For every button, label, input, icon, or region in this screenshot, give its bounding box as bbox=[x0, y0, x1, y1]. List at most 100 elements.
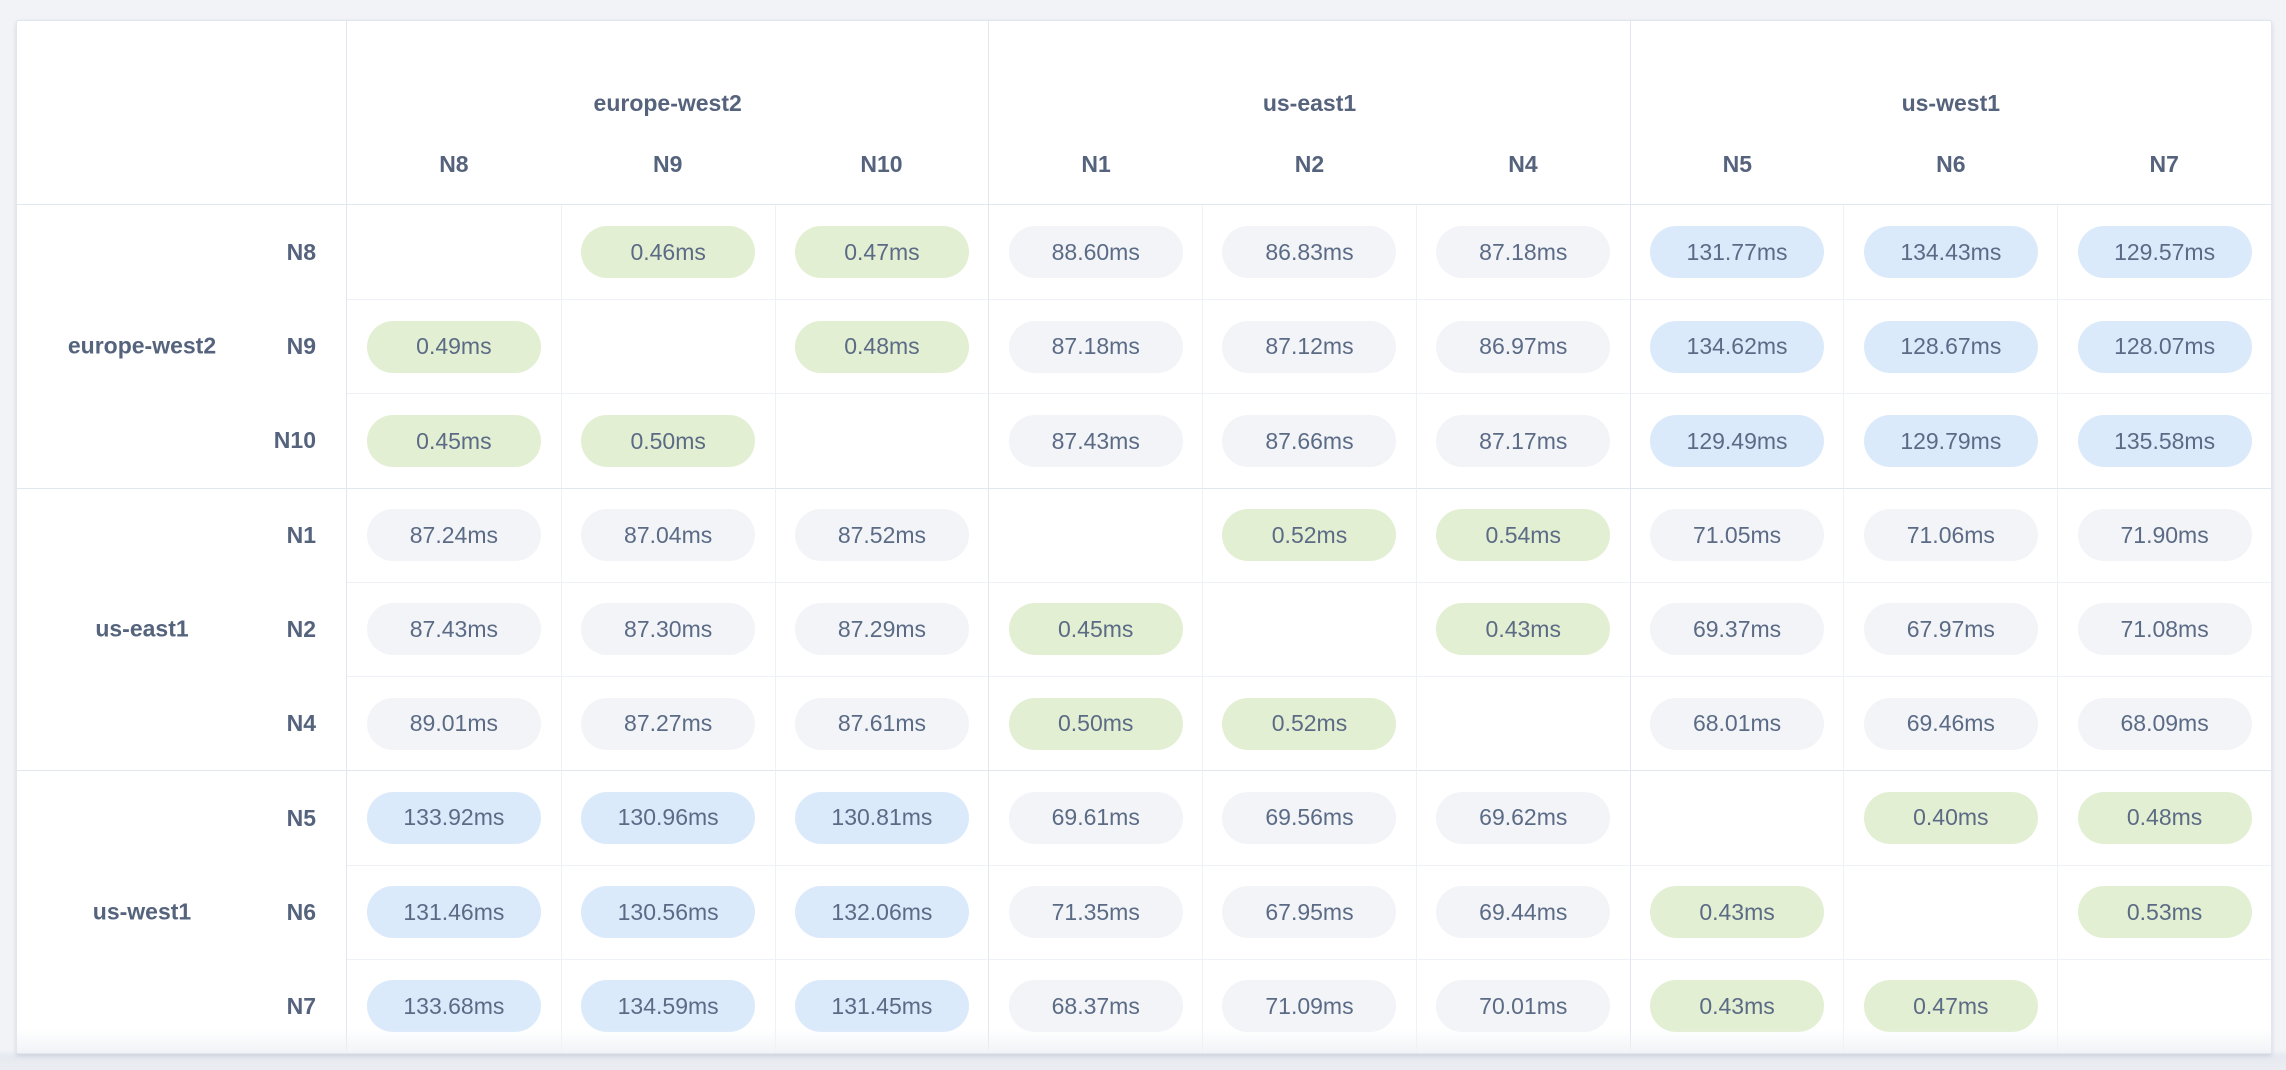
latency-cell-N9-N10: 0.48ms bbox=[774, 299, 989, 394]
latency-pill: 87.27ms bbox=[581, 697, 756, 750]
latency-cell-N4-N9: 87.27ms bbox=[560, 676, 775, 771]
latency-cell-N1-N8: 87.24ms bbox=[347, 487, 561, 582]
latency-pill: 0.45ms bbox=[1008, 603, 1183, 656]
row-region-label: us-west1 bbox=[92, 898, 192, 925]
latency-cell-N7-N8: 133.68ms bbox=[347, 958, 561, 1053]
latency-cell-N8-N9: 0.46ms bbox=[560, 205, 775, 300]
latency-cell-N8-N7: 129.57ms bbox=[2057, 205, 2271, 300]
latency-pill: 87.52ms bbox=[794, 509, 969, 562]
latency-cell-N5-N8: 133.92ms bbox=[347, 770, 561, 864]
latency-cell-N5-N1: 69.61ms bbox=[988, 770, 1203, 865]
latency-pill: 87.61ms bbox=[794, 697, 969, 750]
latency-cell-N7-N4: 70.01ms bbox=[1415, 958, 1630, 1053]
latency-pill: 69.56ms bbox=[1222, 791, 1397, 844]
latency-cell-N1-N6: 71.06ms bbox=[1843, 487, 2058, 582]
row-node-label-N4: N4 bbox=[286, 709, 316, 736]
latency-pill: 129.57ms bbox=[2077, 226, 2252, 279]
latency-cell-N8-N5: 131.77ms bbox=[1629, 205, 1844, 300]
latency-pill: 69.44ms bbox=[1436, 886, 1611, 939]
column-region-label: europe-west2 bbox=[593, 90, 742, 116]
latency-cell-N6-N9: 130.56ms bbox=[560, 864, 775, 959]
latency-cell-N7-N10: 131.45ms bbox=[774, 958, 989, 1053]
latency-pill: 71.90ms bbox=[2077, 509, 2252, 562]
row-node-label-N2: N2 bbox=[286, 615, 316, 642]
column-region-label: us-east1 bbox=[1262, 90, 1357, 116]
latency-pill: 129.49ms bbox=[1650, 415, 1825, 468]
latency-pill: 88.60ms bbox=[1008, 226, 1183, 279]
latency-pill: 0.40ms bbox=[1863, 791, 2038, 844]
latency-matrix-table: europe-west2 N8 N9 N10 us-east1 N1 N2 N4 us-west… bbox=[16, 20, 2272, 1054]
latency-pill: 0.50ms bbox=[1008, 697, 1183, 750]
latency-cell-N5-N4: 69.62ms bbox=[1415, 770, 1630, 865]
latency-cell-N9-N9 bbox=[560, 299, 775, 394]
latency-pill: 71.08ms bbox=[2077, 603, 2252, 656]
column-region-label: us-west1 bbox=[1901, 90, 2001, 116]
column-node-label-N4: N4 bbox=[1508, 151, 1538, 177]
latency-cell-N7-N1: 68.37ms bbox=[988, 958, 1203, 1053]
latency-cell-N5-N6: 0.40ms bbox=[1843, 770, 2058, 865]
latency-pill: 87.66ms bbox=[1222, 415, 1397, 468]
latency-cell-N2-N2 bbox=[1202, 581, 1416, 677]
latency-pill: 86.97ms bbox=[1436, 320, 1611, 373]
latency-pill: 134.59ms bbox=[581, 980, 756, 1033]
latency-pill: 0.46ms bbox=[581, 226, 756, 279]
latency-pill: 89.01ms bbox=[366, 697, 541, 750]
latency-pill: 0.48ms bbox=[794, 320, 969, 373]
row-node-label-N7: N7 bbox=[286, 992, 316, 1019]
latency-cell-N5-N7: 0.48ms bbox=[2057, 770, 2271, 865]
latency-cell-N8-N1: 88.60ms bbox=[988, 205, 1202, 300]
latency-pill: 68.01ms bbox=[1650, 697, 1825, 750]
latency-pill: 69.37ms bbox=[1650, 603, 1825, 656]
latency-pill: 131.77ms bbox=[1650, 226, 1825, 279]
latency-pill: 87.17ms bbox=[1436, 415, 1611, 468]
latency-cell-N7-N7 bbox=[2057, 958, 2271, 1053]
latency-cell-N4-N1: 0.50ms bbox=[988, 676, 1203, 771]
latency-cell-N4-N10: 87.61ms bbox=[774, 676, 989, 771]
latency-cell-N6-N10: 132.06ms bbox=[774, 864, 989, 959]
row-node-label-N6: N6 bbox=[286, 898, 316, 925]
latency-cell-N5-N10: 130.81ms bbox=[774, 770, 989, 865]
latency-pill: 67.95ms bbox=[1222, 886, 1397, 939]
latency-cell-N7-N9: 134.59ms bbox=[560, 958, 775, 1053]
latency-cell-N1-N4: 0.54ms bbox=[1415, 487, 1630, 582]
latency-pill: 86.83ms bbox=[1222, 226, 1397, 279]
latency-pill: 69.61ms bbox=[1008, 791, 1183, 844]
latency-cell-N4-N4 bbox=[1415, 676, 1630, 771]
latency-pill: 87.30ms bbox=[581, 603, 756, 656]
column-node-label-N6: N6 bbox=[1936, 151, 1966, 177]
latency-pill: 131.45ms bbox=[794, 980, 969, 1033]
latency-cell-N9-N2: 87.12ms bbox=[1202, 299, 1416, 394]
latency-cell-N2-N1: 0.45ms bbox=[988, 581, 1203, 677]
latency-pill: 0.43ms bbox=[1650, 980, 1825, 1033]
latency-pill: 0.49ms bbox=[366, 320, 541, 373]
latency-cell-N1-N10: 87.52ms bbox=[774, 487, 989, 582]
latency-pill: 130.96ms bbox=[581, 791, 756, 844]
latency-cell-N9-N7: 128.07ms bbox=[2057, 299, 2271, 394]
latency-pill: 130.56ms bbox=[581, 886, 756, 939]
latency-cell-N8-N6: 134.43ms bbox=[1843, 205, 2057, 300]
latency-cell-N2-N9: 87.30ms bbox=[560, 581, 775, 677]
latency-cell-N10-N4: 87.17ms bbox=[1415, 393, 1630, 488]
latency-cell-N10-N9: 0.50ms bbox=[560, 393, 775, 488]
row-region-label: us-east1 bbox=[95, 615, 189, 642]
latency-cell-N1-N5: 71.05ms bbox=[1629, 487, 1844, 582]
latency-pill: 133.68ms bbox=[366, 980, 541, 1033]
latency-cell-N6-N6 bbox=[1843, 864, 2058, 959]
latency-cell-N1-N9: 87.04ms bbox=[560, 487, 775, 582]
latency-pill: 128.67ms bbox=[1863, 320, 2038, 373]
latency-pill: 0.47ms bbox=[1863, 980, 2038, 1033]
latency-cell-N10-N6: 129.79ms bbox=[1843, 393, 2058, 488]
latency-cell-N6-N7: 0.53ms bbox=[2057, 864, 2271, 959]
latency-cell-N6-N5: 0.43ms bbox=[1629, 864, 1844, 959]
latency-pill: 134.62ms bbox=[1650, 320, 1825, 373]
latency-pill: 0.43ms bbox=[1436, 603, 1611, 656]
latency-cell-N2-N10: 87.29ms bbox=[774, 581, 989, 677]
row-node-label-N1: N1 bbox=[286, 522, 316, 549]
column-group-header-us-east1: us-east1 N1 N2 N4 bbox=[988, 21, 1630, 205]
latency-cell-N10-N8: 0.45ms bbox=[347, 393, 561, 487]
latency-pill: 87.04ms bbox=[581, 509, 756, 562]
latency-cell-N2-N6: 67.97ms bbox=[1843, 581, 2058, 677]
latency-pill: 87.12ms bbox=[1222, 320, 1397, 373]
latency-cell-N7-N2: 71.09ms bbox=[1202, 958, 1416, 1053]
column-node-label-N8: N8 bbox=[439, 151, 469, 177]
